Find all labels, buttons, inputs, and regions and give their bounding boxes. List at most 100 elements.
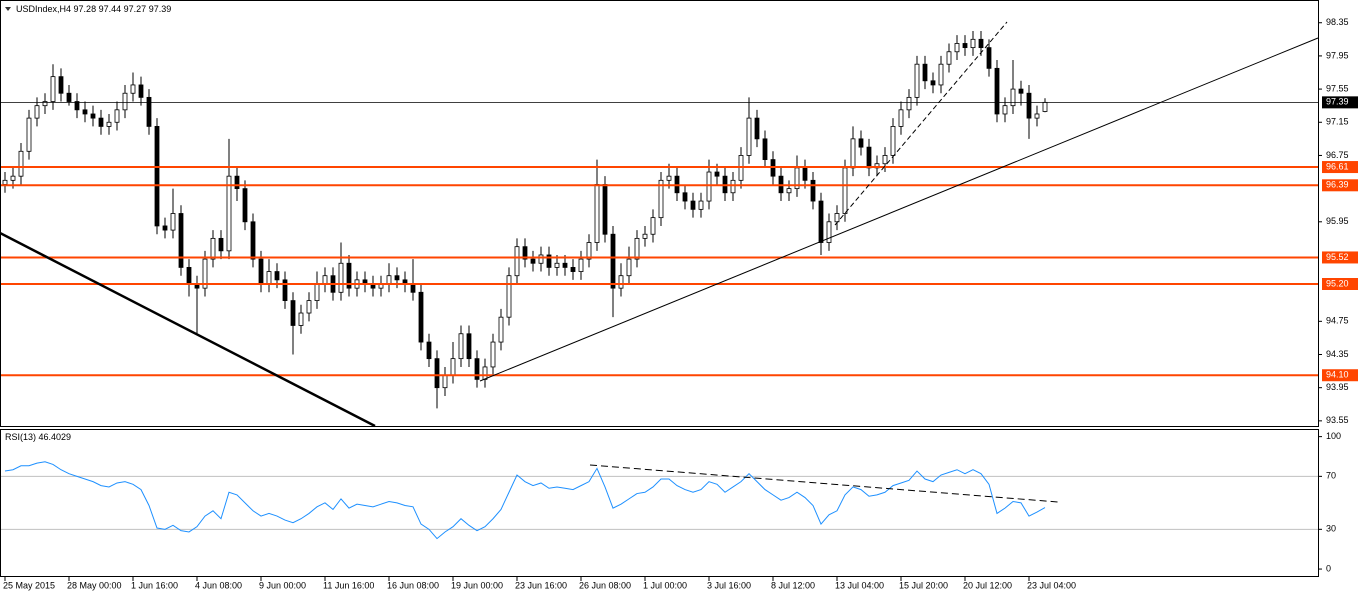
candle-body: [226, 175, 232, 252]
y-tick-label: 97.55: [1326, 83, 1349, 93]
candle-body: [418, 291, 424, 343]
x-tick-label: 11 Jun 16:00: [323, 580, 374, 590]
rsi-header: RSI(13) 46.4029: [5, 432, 71, 442]
candle-body: [250, 221, 256, 260]
candle-body: [834, 213, 840, 223]
candle-body: [914, 63, 920, 98]
x-tick-label: 15 Jul 20:00: [899, 580, 948, 590]
y-tick-label: 97.95: [1326, 50, 1349, 60]
candle-body: [890, 126, 896, 156]
candle-body: [762, 138, 768, 160]
candle-body: [394, 275, 400, 281]
x-tick-label: 3 Jul 16:00: [707, 580, 751, 590]
y-tick-label: 70: [1326, 471, 1336, 481]
candle-body: [346, 262, 352, 289]
candle-body: [442, 374, 448, 389]
low-value: 97.27: [124, 4, 147, 14]
candle-body: [458, 333, 464, 360]
rsi-pane: [0, 429, 1319, 577]
x-tick-label: 9 Jun 00:00: [259, 580, 306, 590]
candle-body: [570, 267, 576, 272]
y-tick-label: 95.95: [1326, 216, 1349, 226]
candle-body: [122, 92, 128, 111]
level-label-bg: [1322, 369, 1358, 382]
price-pane: [0, 0, 1319, 427]
candle-body: [818, 200, 824, 243]
candle-body: [482, 366, 488, 380]
candle-body: [578, 258, 584, 272]
candle-body: [170, 213, 176, 231]
x-tick-label: 16 Jun 08:00: [387, 580, 439, 590]
y-tick-label: 100: [1326, 431, 1341, 441]
candle-body: [82, 109, 88, 115]
x-tick-label: 26 Jun 08:00: [579, 580, 631, 590]
candle-body: [530, 258, 536, 264]
candle-body: [114, 109, 120, 123]
candle-body: [554, 262, 560, 268]
y-tick-label: 30: [1326, 524, 1336, 534]
level-label: 96.61: [1326, 161, 1349, 171]
candle-body: [1026, 92, 1032, 119]
candle-body: [970, 38, 976, 49]
candle-body: [842, 167, 848, 214]
candle-body: [58, 76, 64, 94]
x-tick-label: 1 Jun 16:00: [131, 580, 178, 590]
candle-body: [146, 96, 152, 127]
candle-body: [938, 63, 944, 86]
candle-body: [186, 267, 192, 285]
rsi-value: 46.4029: [39, 432, 72, 442]
level-label-bg: [1322, 251, 1358, 264]
candle-body: [450, 358, 456, 376]
candle-body: [314, 283, 320, 301]
candle-body: [850, 138, 856, 169]
candle-body: [866, 146, 872, 169]
candle-body: [258, 258, 264, 285]
candle-body: [642, 233, 648, 239]
candle-body: [698, 200, 704, 210]
candle-body: [338, 262, 344, 293]
y-tick-label: 94.75: [1326, 316, 1349, 326]
candle-body: [882, 155, 888, 165]
candle-body: [138, 84, 144, 98]
x-tick-label: 28 May 00:00: [67, 580, 122, 590]
x-tick-label: 19 Jun 00:00: [451, 580, 503, 590]
candle-body: [650, 217, 656, 235]
level-label-bg: [1322, 278, 1358, 290]
level-label: 95.52: [1326, 252, 1349, 262]
trend-line-dashed: [834, 21, 1008, 226]
candle-body: [1010, 88, 1016, 107]
candle-body: [634, 237, 640, 260]
level-label: 95.20: [1326, 278, 1349, 288]
candle-body: [18, 150, 24, 177]
candle-body: [306, 300, 312, 314]
candle-body: [298, 312, 304, 326]
candle-body: [162, 225, 168, 231]
y-tick-label: 93.95: [1326, 382, 1349, 392]
candle-body: [154, 126, 160, 227]
candle-body: [802, 167, 808, 181]
candle-body: [74, 101, 80, 111]
x-tick-label: 8 Jul 12:00: [771, 580, 815, 590]
candle-body: [2, 179, 8, 185]
candle-body: [42, 101, 48, 107]
candle-body: [1002, 105, 1008, 115]
candle-body: [466, 333, 472, 360]
symbol: USDIndex,H4: [16, 4, 71, 14]
candle-body: [218, 237, 224, 252]
x-tick-label: 13 Jul 04:00: [835, 580, 884, 590]
candle-body: [274, 271, 280, 281]
last-price-label: 97.39: [1326, 97, 1349, 107]
candle-body: [562, 262, 568, 268]
rsi-trend-line: [589, 464, 1059, 503]
candle-body: [986, 47, 992, 69]
menu-icon[interactable]: [5, 7, 11, 11]
y-tick-label: 0: [1326, 563, 1331, 573]
level-label: 96.39: [1326, 180, 1349, 190]
x-tick-label: 23 Jun 16:00: [515, 580, 567, 590]
trend-line: [479, 37, 1319, 382]
candle-body: [666, 175, 672, 181]
candle-body: [434, 358, 440, 389]
candle-body: [234, 175, 240, 190]
